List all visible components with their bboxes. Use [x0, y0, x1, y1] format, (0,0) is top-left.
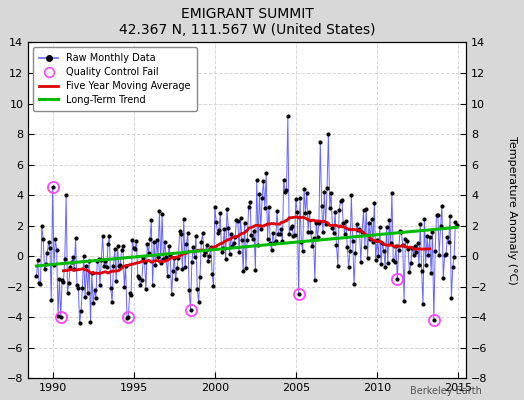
Text: Berkeley Earth: Berkeley Earth	[410, 386, 482, 396]
Y-axis label: Temperature Anomaly (°C): Temperature Anomaly (°C)	[507, 136, 517, 285]
Title: EMIGRANT SUMMIT
42.367 N, 111.567 W (United States): EMIGRANT SUMMIT 42.367 N, 111.567 W (Uni…	[119, 7, 376, 37]
Legend: Raw Monthly Data, Quality Control Fail, Five Year Moving Average, Long-Term Tren: Raw Monthly Data, Quality Control Fail, …	[33, 47, 196, 111]
